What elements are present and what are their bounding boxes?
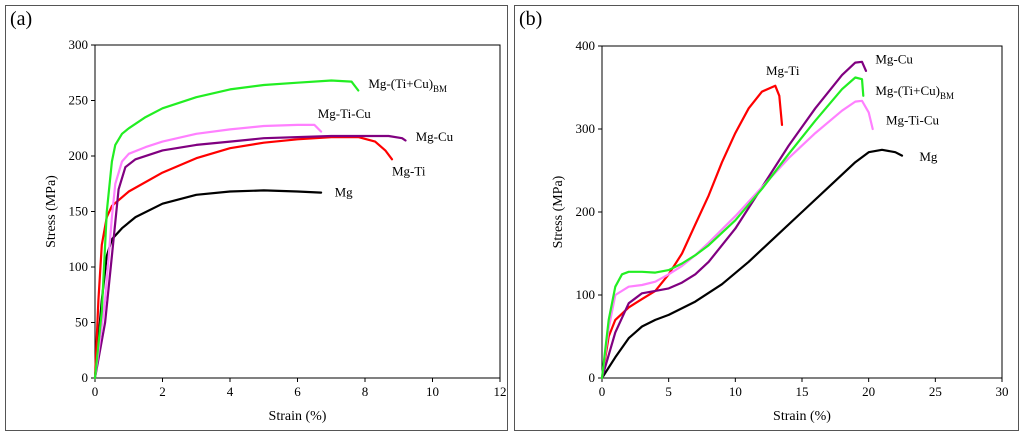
y-tick-label: 250 <box>69 93 89 108</box>
y-tick-label: 100 <box>69 259 89 274</box>
chart-a-svg: 0 2 4 6 8 10 12 0 50 100 150 200 250 300 Strain (%) Str… <box>44 37 507 424</box>
y-tick-label: 150 <box>69 204 89 219</box>
series-line-mg-cu <box>600 60 868 380</box>
series-label-mg-ti-cu: Mg-Ti-Cu <box>886 113 939 128</box>
series-line-mg-ti-cu-bm <box>600 76 865 380</box>
x-tick-label: 6 <box>294 384 301 399</box>
x-axis-title: Strain (%) <box>773 409 831 424</box>
y-tick-label: 50 <box>75 315 88 330</box>
x-axis-title: Strain (%) <box>269 409 327 424</box>
y-tick-label: 0 <box>82 370 89 385</box>
series-label-mg-ti-cu: Mg-Ti-Cu <box>318 106 371 121</box>
x-tick-label: 10 <box>729 384 742 399</box>
y-axis-title: Stress (MPa) <box>551 175 566 248</box>
y-tick-label: 300 <box>69 37 89 52</box>
series-line-mg <box>600 148 904 380</box>
y-tick-label: 400 <box>576 38 596 53</box>
series-line-mg-ti-cu <box>93 123 323 380</box>
chart-panel-a: (a) 0 2 4 6 8 10 12 0 50 100 150 200 250 300 Strain (%… <box>5 5 508 431</box>
y-axis-title: Stress (MPa) <box>44 175 59 248</box>
y-tick-label: 300 <box>576 121 596 136</box>
panel-label-a: (a) <box>10 8 33 30</box>
series-label-mg-cu: Mg-Cu <box>875 51 913 66</box>
y-tick-label: 200 <box>69 148 89 163</box>
x-tick-label: 20 <box>862 384 875 399</box>
series-label-mg-ti: Mg-Ti <box>392 164 426 179</box>
x-tick-label: 30 <box>996 384 1009 399</box>
series-label-mg: Mg <box>919 149 938 164</box>
series-label-mg-cu: Mg-Cu <box>416 129 454 144</box>
x-tick-label: 2 <box>159 384 166 399</box>
x-tick-label: 0 <box>599 384 606 399</box>
y-tick-label: 100 <box>576 287 596 302</box>
chart-panel-b: (b) 0 5 10 15 20 25 30 0 100 200 300 400 Strain (%) S… <box>514 5 1019 431</box>
series-line-mg <box>93 189 323 380</box>
series-line-mg-ti <box>93 136 394 380</box>
series-line-mg-ti-cu-bm <box>93 79 360 380</box>
x-tick-label: 5 <box>665 384 672 399</box>
x-tick-label: 10 <box>426 384 439 399</box>
series-label-mg-ti-cu-bm: Mg-(Ti+Cu)BM <box>368 76 447 94</box>
series-line-mg-ti <box>600 84 784 380</box>
series-label-mg-ti-cu-bm: Mg-(Ti+Cu)BM <box>875 83 954 101</box>
x-tick-label: 0 <box>92 384 99 399</box>
series-line-mg-cu <box>93 134 407 380</box>
x-tick-label: 4 <box>227 384 234 399</box>
y-tick-label: 0 <box>589 370 596 385</box>
x-tick-label: 12 <box>494 384 507 399</box>
plot-area-a <box>94 44 501 379</box>
x-tick-label: 25 <box>929 384 942 399</box>
y-tick-label: 200 <box>576 204 596 219</box>
series-line-mg-ti-cu <box>600 99 874 380</box>
series-label-mg: Mg <box>335 185 354 200</box>
series-label-mg-ti: Mg-Ti <box>766 63 800 78</box>
x-tick-label: 8 <box>362 384 369 399</box>
panel-label-b: (b) <box>519 8 543 30</box>
x-tick-label: 15 <box>796 384 809 399</box>
